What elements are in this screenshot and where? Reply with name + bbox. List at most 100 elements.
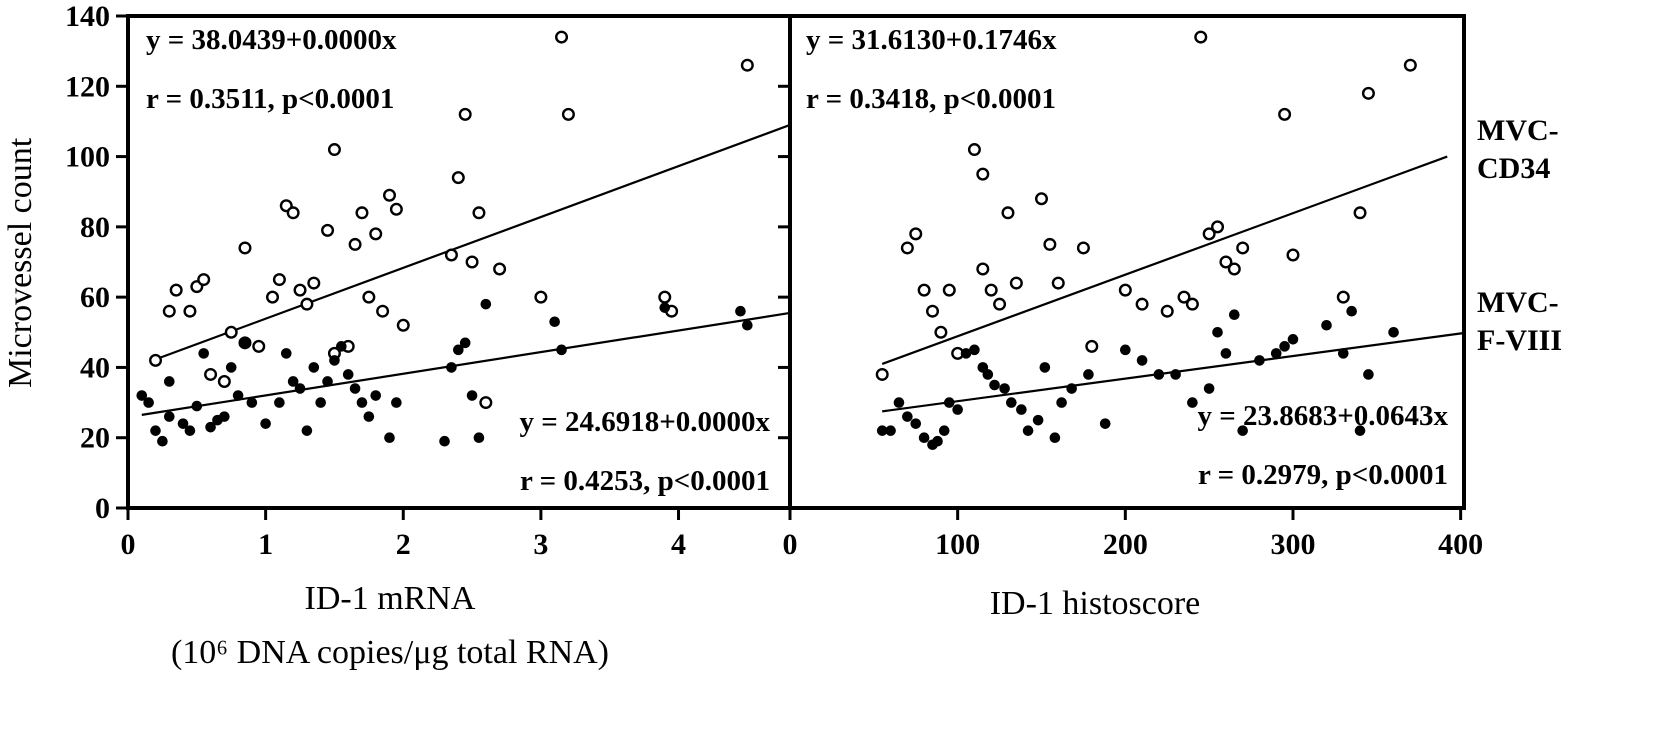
x-tick-label: 200 — [1103, 528, 1148, 561]
data-point — [473, 432, 485, 444]
data-point — [1220, 348, 1232, 359]
data-point — [1337, 348, 1349, 359]
x-tick-label: 0 — [783, 528, 798, 561]
data-point — [1237, 425, 1248, 436]
data-point — [287, 376, 299, 387]
data-point — [932, 435, 943, 447]
data-point — [315, 397, 326, 408]
data-point — [136, 390, 148, 401]
data-point — [926, 304, 940, 318]
data-point — [1022, 425, 1034, 436]
data-point — [1135, 297, 1149, 311]
data-point — [1354, 425, 1366, 436]
data-point — [300, 297, 314, 311]
equation-text: y = 24.6918+0.0000x — [519, 406, 770, 438]
data-point — [967, 143, 981, 157]
y-tick-label: 140 — [65, 0, 110, 33]
data-point — [989, 379, 1000, 391]
data-point — [355, 206, 369, 220]
data-point — [1118, 283, 1132, 297]
x-tick-label: 100 — [935, 528, 980, 561]
data-point — [439, 435, 450, 447]
data-point — [999, 383, 1010, 394]
data-point — [150, 425, 161, 436]
x-tick-label: 4 — [671, 528, 686, 561]
y-tick-label: 0 — [95, 492, 110, 525]
y-tick-label: 80 — [80, 211, 110, 244]
data-point — [993, 297, 1007, 311]
data-point — [938, 425, 950, 436]
data-point — [370, 390, 382, 401]
data-point — [1363, 369, 1374, 380]
data-point — [286, 206, 300, 220]
data-point — [197, 273, 211, 287]
data-point — [561, 107, 575, 121]
data-point — [239, 337, 251, 349]
panel-right: 0 100 200 300 400 — [778, 14, 1483, 561]
data-point — [224, 325, 238, 339]
data-point — [1006, 397, 1017, 408]
data-point — [177, 418, 189, 429]
data-point — [232, 390, 244, 401]
equation-right-cd34: y = 31.6130+0.1746x r = 0.3418, p<0.0001 — [806, 24, 1057, 116]
data-point — [1279, 341, 1290, 352]
data-point — [742, 319, 753, 331]
data-point — [382, 188, 396, 202]
x-tick-label: 2 — [396, 528, 411, 561]
data-point — [1211, 220, 1225, 234]
data-point — [659, 302, 671, 313]
series-mvc-cd34 — [149, 30, 791, 410]
data-point — [384, 432, 395, 444]
stats-text: r = 0.4253, p<0.0001 — [519, 465, 770, 497]
data-point — [260, 418, 271, 429]
data-point — [1336, 290, 1350, 304]
data-point — [1388, 326, 1399, 338]
data-point — [1083, 369, 1094, 380]
series-mvc-cd34 — [875, 30, 1448, 381]
data-point — [909, 227, 923, 241]
data-point — [376, 304, 390, 318]
data-point — [984, 283, 998, 297]
data-point — [902, 411, 913, 422]
data-point — [322, 376, 333, 387]
y-tick-label: 20 — [80, 422, 110, 455]
data-point — [389, 202, 403, 216]
data-point — [225, 362, 237, 373]
data-point — [1043, 237, 1057, 251]
data-point — [1016, 404, 1027, 415]
series-label-mvc-fviii: MVC- F-VIII — [1477, 286, 1563, 357]
y-tick-label: 100 — [65, 141, 110, 174]
data-point — [369, 227, 383, 241]
data-point — [143, 397, 154, 408]
stats-text: r = 0.3418, p<0.0001 — [806, 83, 1057, 115]
data-point — [183, 304, 197, 318]
data-point — [875, 367, 889, 381]
x-tick-label: 3 — [533, 528, 548, 561]
data-point — [342, 369, 354, 380]
data-point — [910, 418, 922, 429]
x-axis-title-left: ID-1 mRNA — [304, 580, 476, 617]
data-point — [1085, 339, 1099, 353]
data-point — [1136, 355, 1148, 366]
data-point — [1353, 206, 1367, 220]
data-point — [446, 362, 457, 373]
data-point — [1051, 276, 1065, 290]
data-point — [943, 397, 955, 408]
data-point — [1076, 241, 1090, 255]
data-point — [735, 305, 746, 317]
data-point — [1236, 241, 1250, 255]
data-point — [534, 290, 548, 304]
data-point — [356, 397, 368, 408]
data-point — [191, 400, 203, 412]
data-point — [396, 318, 410, 332]
data-point — [1254, 355, 1265, 366]
data-point — [391, 397, 402, 408]
data-point — [238, 241, 252, 255]
data-point — [204, 367, 218, 381]
data-point — [942, 283, 956, 297]
trend-line — [152, 123, 791, 362]
data-point — [1177, 290, 1191, 304]
data-point — [1009, 276, 1023, 290]
x-axis-title-right: ID-1 histoscore — [989, 585, 1201, 622]
